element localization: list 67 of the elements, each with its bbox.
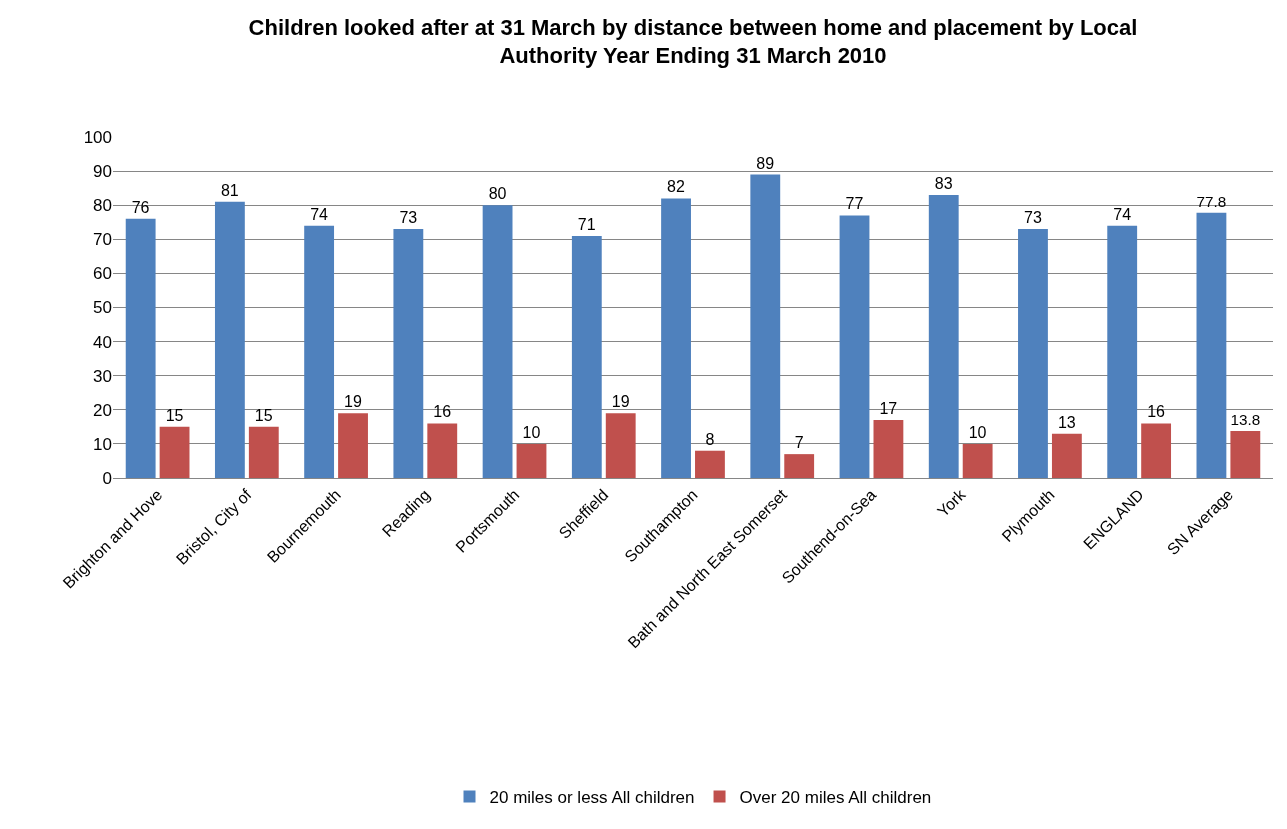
x-tick-label: York: [934, 485, 970, 521]
data-label: 7: [794, 434, 804, 452]
data-label: 17: [879, 400, 898, 418]
bar: [482, 205, 513, 478]
bar: [159, 426, 190, 478]
y-tick-label: 70: [93, 230, 112, 250]
bar: [338, 413, 368, 478]
data-label: 74: [310, 205, 329, 223]
bar: [304, 225, 335, 478]
y-tick-label: 100: [83, 127, 112, 147]
y-tick-label: 90: [93, 162, 112, 182]
data-label: 10: [522, 423, 541, 441]
bar: [962, 443, 993, 478]
data-label: 89: [756, 154, 775, 172]
data-label: 73: [399, 209, 418, 227]
bar: [571, 235, 602, 478]
legend-label: Over 20 miles All children: [739, 788, 932, 808]
bar: [1141, 423, 1172, 478]
legend-label: 20 miles or less All children: [489, 788, 695, 808]
y-tick-label: 0: [102, 468, 112, 488]
data-label: 82: [667, 178, 685, 196]
data-label: 8: [705, 430, 715, 448]
data-label: 15: [254, 406, 273, 424]
bar: [393, 229, 424, 478]
data-label: 16: [1147, 403, 1166, 421]
bar: [1107, 225, 1138, 478]
chart-title: Children looked after at 31 March by distance between home and placement by Local Authority Year Ending 31 March 2010: [248, 14, 1138, 69]
data-label: 80: [488, 185, 507, 203]
data-label: 15: [165, 406, 184, 424]
data-label: 76: [131, 198, 150, 216]
bar: [1230, 430, 1261, 478]
y-tick-label: 40: [93, 332, 112, 352]
bar: [661, 198, 691, 478]
data-label: 16: [433, 403, 452, 421]
bar: [839, 215, 870, 478]
bar: [125, 218, 156, 478]
data-label: 81: [220, 181, 239, 199]
bar: [214, 201, 245, 478]
bar: [1196, 212, 1227, 478]
bar: [427, 423, 458, 478]
data-label: 19: [344, 393, 362, 411]
y-tick-label: 20: [93, 400, 112, 420]
y-tick-label: 60: [93, 264, 112, 284]
bar: [928, 194, 959, 478]
data-label: 77.8: [1196, 192, 1227, 210]
data-label: 13: [1057, 413, 1076, 431]
bar: [1018, 229, 1048, 478]
bar: [605, 413, 636, 478]
data-label: 19: [611, 393, 630, 411]
y-tick-label: 30: [93, 366, 112, 386]
y-tick-label: 80: [93, 196, 112, 216]
data-label: 10: [968, 423, 987, 441]
data-label: 71: [577, 215, 596, 233]
data-label: 13.8: [1230, 411, 1261, 429]
bar: [1051, 433, 1082, 478]
data-label: 83: [934, 174, 953, 192]
data-label: 73: [1024, 209, 1042, 227]
y-tick-label: 10: [93, 434, 112, 454]
bar: [248, 426, 279, 478]
data-label: 77: [845, 195, 864, 213]
bar: [695, 450, 725, 478]
bar: [516, 443, 547, 478]
data-label: 74: [1113, 205, 1132, 223]
y-tick-label: 50: [93, 298, 112, 318]
bar: [873, 420, 904, 478]
bar: [750, 174, 781, 478]
bar: [784, 454, 815, 478]
